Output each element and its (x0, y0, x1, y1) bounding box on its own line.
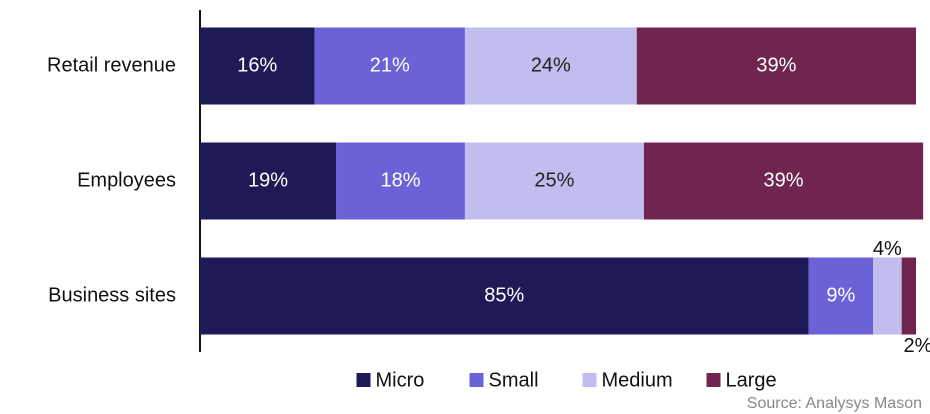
bar-segment (200, 142, 337, 220)
data-label: 16% (237, 54, 277, 76)
legend-label: Micro (376, 369, 425, 391)
legend-swatch (706, 373, 721, 387)
bar-segment (643, 142, 924, 220)
bar-segment (464, 27, 637, 105)
bar-segment (200, 27, 315, 105)
bar-segment (873, 257, 902, 335)
data-label: 39% (756, 54, 796, 76)
bar-segment (636, 27, 916, 105)
source: Source: Analysys Mason (747, 395, 922, 412)
legend-swatch (582, 373, 597, 387)
data-label: 25% (534, 169, 574, 191)
bar-segment (314, 27, 465, 105)
bar-segment (808, 257, 874, 335)
data-label: 24% (531, 54, 571, 76)
legend-label: Small (489, 369, 539, 391)
legend-swatch (356, 373, 371, 387)
data-label: 2% (904, 335, 930, 357)
data-label: 18% (380, 169, 420, 191)
data-label: 9% (826, 284, 855, 306)
data-label: 21% (370, 54, 410, 76)
legend-label: Large (726, 369, 777, 391)
data-label: 4% (873, 238, 902, 260)
data-label: 39% (764, 169, 804, 191)
bar-segment (464, 142, 644, 220)
data-label: 85% (484, 284, 524, 306)
legend-label: Medium (602, 369, 673, 391)
bar-segment (901, 257, 916, 335)
y-tick-label: Employees (77, 169, 176, 191)
data-label: 19% (248, 169, 288, 191)
bar-segment (200, 257, 809, 335)
bar-segment (336, 142, 465, 220)
legend-swatch (469, 373, 484, 387)
y-tick-label: Retail revenue (47, 54, 176, 76)
y-tick-label: Business sites (48, 284, 176, 306)
